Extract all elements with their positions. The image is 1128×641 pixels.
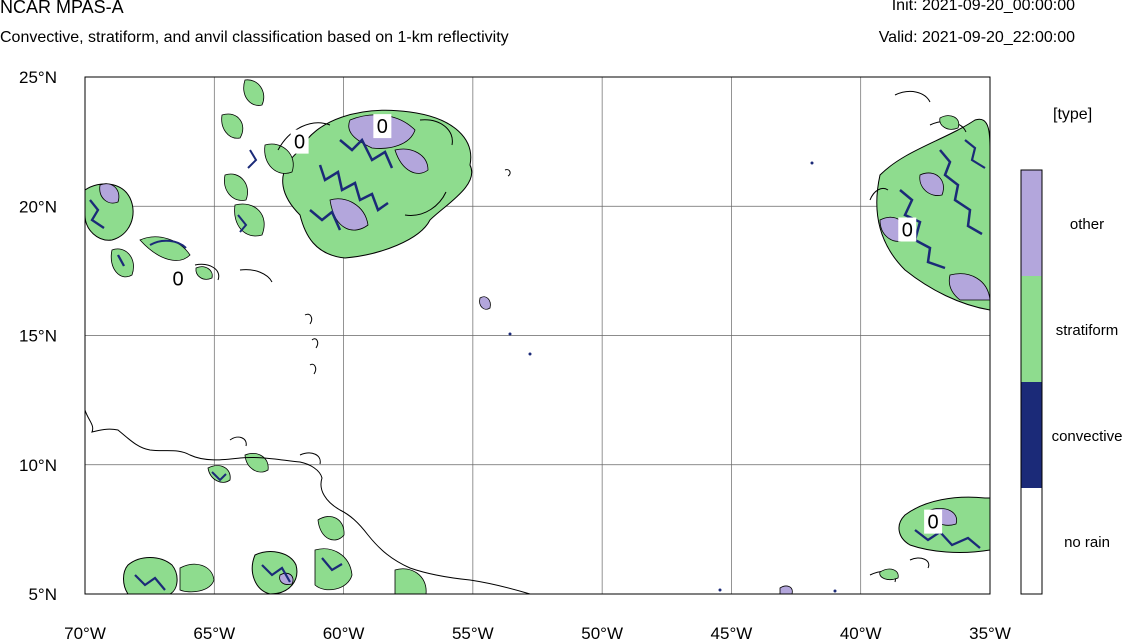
precip-cluster-east (869, 91, 990, 311)
contour-label-background (290, 129, 309, 154)
precip-isolated-cells (304, 161, 837, 593)
axis-tick-labels: 70°W 65°W 60°W 55°W 50°W 45°W 40°W 35°W 25°N 20°N… (19, 68, 1011, 641)
contour-label: 0 (173, 269, 184, 291)
contour-label: 0 (377, 116, 388, 138)
coastline-south-america (85, 409, 531, 594)
lon-tick-label: 45°W (711, 624, 753, 641)
lat-tick-label: 10°N (19, 456, 57, 475)
contour-label-background (169, 266, 188, 291)
legend-swatch-stratiform (1021, 276, 1042, 382)
legend-title: [type] (1053, 106, 1093, 123)
contour-label-background (924, 509, 943, 534)
precip-cluster-northwest (221, 79, 473, 259)
precip-field (85, 79, 990, 594)
lat-tick-label: 25°N (19, 68, 57, 87)
lon-tick-label: 65°W (193, 624, 235, 641)
lon-tick-label: 55°W (452, 624, 494, 641)
contour-labels: 0 0 0 0 0 (169, 114, 943, 534)
contour-label-background (898, 217, 917, 242)
lon-tick-label: 40°W (840, 624, 882, 641)
lon-tick-label: 35°W (969, 624, 1011, 641)
map-subtitle: Convective, stratiform, and anvil classi… (0, 29, 509, 46)
legend-colorbar (1020, 169, 1043, 595)
lon-tick-label: 70°W (64, 624, 106, 641)
contour-label: 0 (928, 512, 939, 534)
legend-label-no-rain: no rain (1064, 534, 1110, 551)
lat-tick-label: 5°N (28, 585, 57, 604)
valid-time: Valid: 2021-09-20_22:00:00 (878, 29, 1075, 46)
lon-tick-label: 60°W (323, 624, 365, 641)
legend-label-other: other (1070, 216, 1104, 233)
lat-tick-label: 15°N (19, 327, 57, 346)
map-frame (84, 76, 991, 595)
init-time: Init: 2021-09-20_00:00:00 (891, 0, 1075, 14)
legend-label-stratiform: stratiform (1056, 322, 1119, 339)
legend-label-convective: convective (1052, 428, 1123, 445)
map-title: NCAR MPAS-A (0, 0, 124, 17)
precip-cluster-west (85, 183, 273, 283)
contour-label: 0 (294, 132, 305, 154)
legend-swatch-other (1021, 170, 1042, 276)
contour-label: 0 (902, 220, 913, 242)
legend-swatch-no-rain (1021, 488, 1042, 594)
legend-swatch-convective (1021, 382, 1042, 488)
contour-label-background (373, 114, 392, 139)
lat-tick-label: 20°N (19, 197, 57, 216)
lon-tick-label: 50°W (581, 624, 623, 641)
